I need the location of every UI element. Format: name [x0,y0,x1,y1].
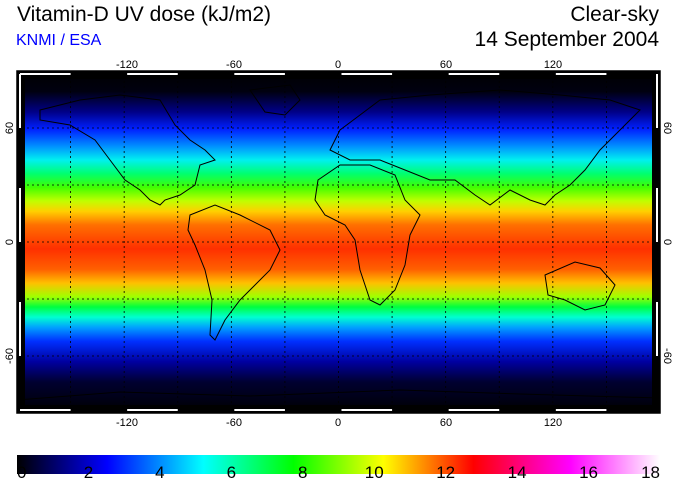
frame-tick-segment [234,409,285,411]
frame-tick-segment [19,302,21,356]
australia-coast [544,261,616,311]
south-america-coast [187,204,281,341]
colorbar-tick-label: 10 [365,463,384,480]
antarctica-coast [17,389,660,401]
lon-label: 0 [335,59,341,71]
north-america-coast [39,94,216,206]
frame-tick-segment [19,74,21,128]
colorbar-tick-label: 2 [84,463,93,480]
lon-labels-top: -120 -60 0 60 120 [116,59,562,71]
lat-label: -60 [661,348,673,364]
credit-label: KNMI / ESA [16,32,102,49]
frame-tick-segment [448,409,500,411]
colorbar-tick-label: 12 [436,463,455,480]
colorbar-tick-labels: 0 2 4 6 8 10 12 14 16 18 [17,463,660,480]
lon-label: -60 [226,59,242,71]
lon-label: 120 [544,59,562,71]
frame-tick-segment [448,73,500,75]
greenland-coast [249,84,301,116]
frame-tick-segment [341,409,393,411]
lon-label: 60 [440,59,452,71]
lat-label: 0 [661,239,673,245]
frame-tick-segment [17,71,660,79]
frame-tick-segment [656,74,658,128]
frame-tick-segment [127,73,178,75]
colorbar-tick-label: 16 [579,463,598,480]
frame-tick-segment [234,73,285,75]
frame-tick-segment [656,188,658,242]
frame-tick-segment [555,409,607,411]
sky-condition-label: Clear-sky [570,3,659,26]
colorbar-tick-label: 4 [155,463,164,480]
eurasia-coast [329,89,641,206]
frame-tick-segment [656,302,658,356]
lat-label: 60 [4,122,16,134]
colorbar-tick-label: 8 [298,463,307,480]
colorbar [17,455,660,474]
lon-labels-bottom: -120 -60 0 60 120 [116,417,562,429]
map-title: Vitamin-D UV dose (kJ/m2) [17,3,272,26]
colorbar-tick-label: 6 [227,463,236,480]
frame-tick-segment [555,73,607,75]
frame-tick-segment [19,188,21,242]
lon-label: 120 [544,417,562,429]
frame-tick-segment [20,409,71,411]
lat-label: 60 [661,122,673,134]
lon-label: 60 [440,417,452,429]
colorbar-tick-label: 14 [508,463,527,480]
frame-tick-segment [20,73,71,75]
colorbar-tick-label: 0 [17,463,26,480]
lat-label: 0 [4,239,16,245]
lon-label: -120 [116,59,138,71]
lon-label: -120 [116,417,138,429]
frame-ticks [17,71,660,413]
lon-label: 0 [335,417,341,429]
frame-tick-segment [17,405,660,413]
frame-tick-segment [127,409,178,411]
lon-label: -60 [226,417,242,429]
date-label: 14 September 2004 [474,28,659,51]
graticule [17,71,660,413]
lat-labels-left: 60 0 -60 [4,122,16,364]
frame-tick-segment [341,73,393,75]
lat-label: -60 [4,348,16,364]
colorbar-tick-label: 18 [641,463,660,480]
lat-labels-right: 60 0 -60 [661,122,673,364]
